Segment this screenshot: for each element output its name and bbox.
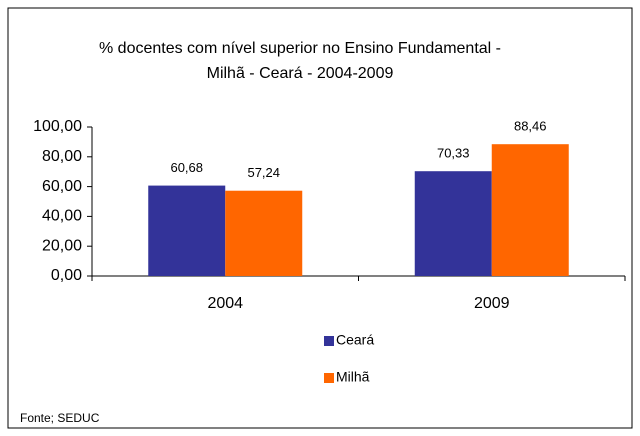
source: Fonte; SEDUC — [20, 411, 100, 425]
y-tick-label: 60,00 — [42, 178, 82, 195]
bar — [225, 190, 303, 276]
chart-title: % docentes com nível superior no Ensino … — [99, 40, 501, 57]
value-label: 70,33 — [437, 146, 470, 161]
legend-label: Milhã — [336, 369, 370, 385]
y-tick-label: 80,00 — [42, 148, 82, 165]
y-tick-label: 40,00 — [42, 208, 82, 225]
legend-swatch — [324, 336, 334, 346]
y-tick-label: 100,00 — [33, 118, 82, 135]
value-label: 88,46 — [514, 119, 547, 134]
chart-title: Milhã - Ceará - 2004-2009 — [207, 65, 394, 82]
bar — [148, 185, 226, 276]
bar — [414, 171, 492, 276]
x-tick-label: 2009 — [474, 295, 510, 312]
y-tick-label: 0,00 — [51, 267, 82, 284]
y-tick-label: 20,00 — [42, 237, 82, 254]
legend-label: Ceará — [336, 332, 374, 348]
bar — [491, 144, 569, 276]
value-label: 60,68 — [170, 160, 203, 175]
x-tick-label: 2004 — [207, 295, 243, 312]
legend-swatch — [324, 373, 334, 383]
value-label: 57,24 — [247, 165, 280, 180]
